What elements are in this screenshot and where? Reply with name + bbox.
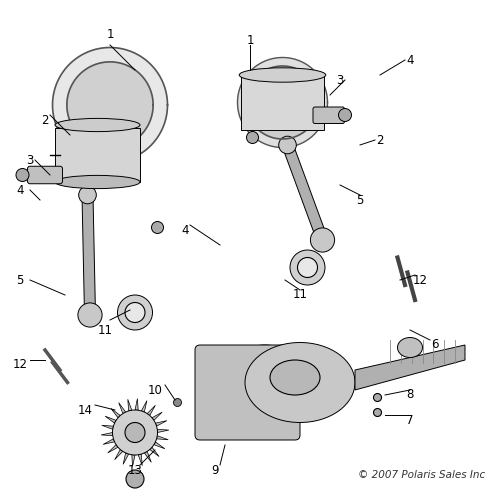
Text: 7: 7: [406, 414, 414, 426]
Polygon shape: [142, 400, 147, 412]
Text: 12: 12: [12, 358, 28, 372]
Polygon shape: [282, 143, 328, 242]
Polygon shape: [102, 426, 114, 430]
Circle shape: [125, 422, 145, 442]
Circle shape: [310, 228, 334, 252]
Circle shape: [118, 295, 152, 330]
Text: 9: 9: [211, 464, 219, 476]
Text: 2: 2: [376, 134, 384, 146]
Polygon shape: [135, 398, 138, 410]
Ellipse shape: [239, 68, 326, 82]
Polygon shape: [111, 408, 120, 418]
Circle shape: [152, 222, 164, 234]
Polygon shape: [238, 58, 328, 148]
Text: © 2007 Polaris Sales Inc: © 2007 Polaris Sales Inc: [358, 470, 485, 480]
Circle shape: [298, 258, 318, 278]
Circle shape: [78, 186, 96, 204]
Polygon shape: [156, 436, 168, 440]
Polygon shape: [152, 412, 162, 420]
Polygon shape: [138, 454, 142, 466]
Polygon shape: [246, 66, 319, 139]
Text: 3: 3: [26, 154, 34, 166]
Text: 1: 1: [246, 34, 254, 46]
Polygon shape: [128, 400, 132, 411]
Ellipse shape: [55, 176, 140, 188]
Text: 1: 1: [106, 28, 114, 42]
Polygon shape: [156, 420, 167, 426]
Ellipse shape: [245, 342, 355, 422]
Circle shape: [112, 410, 158, 455]
Polygon shape: [82, 195, 96, 315]
Polygon shape: [132, 455, 135, 466]
Text: 4: 4: [181, 224, 189, 236]
Polygon shape: [114, 450, 123, 460]
FancyBboxPatch shape: [313, 107, 344, 124]
Polygon shape: [123, 453, 128, 464]
Polygon shape: [158, 430, 169, 432]
Text: 12: 12: [412, 274, 428, 286]
Circle shape: [78, 303, 102, 327]
Circle shape: [174, 398, 182, 406]
Ellipse shape: [270, 360, 320, 395]
Polygon shape: [52, 48, 168, 162]
Circle shape: [126, 470, 144, 488]
Text: 11: 11: [98, 324, 112, 336]
Polygon shape: [154, 442, 165, 449]
Text: 4: 4: [406, 54, 414, 66]
Text: 10: 10: [148, 384, 162, 396]
Polygon shape: [241, 75, 324, 130]
Polygon shape: [355, 345, 465, 390]
Text: 14: 14: [78, 404, 92, 416]
Polygon shape: [103, 439, 115, 444]
Circle shape: [16, 168, 29, 181]
Circle shape: [290, 250, 325, 285]
Polygon shape: [147, 406, 156, 415]
Polygon shape: [118, 402, 126, 413]
Polygon shape: [108, 444, 118, 453]
Text: 2: 2: [41, 114, 49, 126]
Circle shape: [374, 394, 382, 402]
Circle shape: [125, 302, 145, 322]
Text: 11: 11: [292, 288, 308, 302]
Text: 6: 6: [431, 338, 439, 351]
Polygon shape: [55, 128, 140, 182]
Polygon shape: [67, 62, 153, 148]
Ellipse shape: [55, 118, 140, 132]
Text: 5: 5: [16, 274, 24, 286]
Circle shape: [278, 136, 296, 154]
Polygon shape: [105, 416, 116, 423]
Text: 5: 5: [356, 194, 364, 206]
FancyBboxPatch shape: [195, 345, 300, 440]
Text: 8: 8: [406, 388, 414, 402]
Text: 4: 4: [16, 184, 24, 196]
Ellipse shape: [398, 338, 422, 357]
Polygon shape: [144, 452, 152, 462]
Circle shape: [338, 108, 351, 122]
FancyBboxPatch shape: [28, 166, 62, 184]
Circle shape: [374, 408, 382, 416]
Text: 3: 3: [336, 74, 344, 86]
Polygon shape: [101, 432, 112, 436]
Circle shape: [246, 132, 258, 143]
Polygon shape: [150, 447, 159, 456]
Text: 13: 13: [128, 464, 142, 476]
Ellipse shape: [218, 345, 312, 435]
